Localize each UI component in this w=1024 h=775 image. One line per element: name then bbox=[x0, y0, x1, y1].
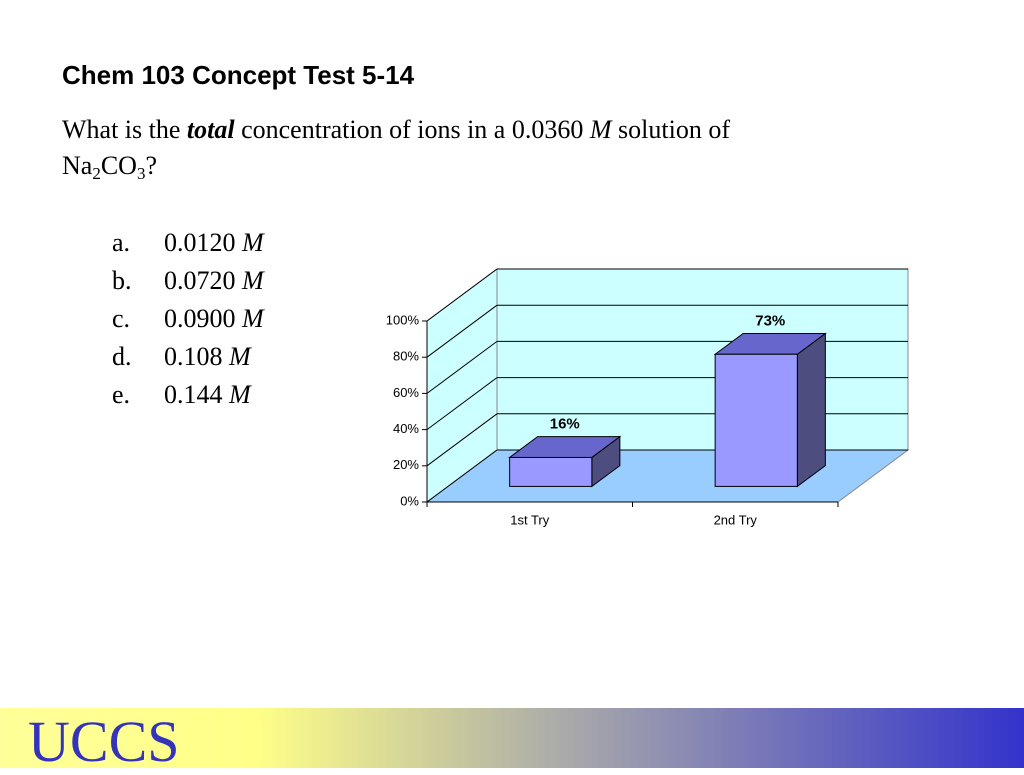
option: b. 0.0720 M bbox=[112, 262, 264, 300]
option: c. 0.0900 M bbox=[112, 300, 264, 338]
unit: M bbox=[242, 304, 264, 333]
formula: Na bbox=[62, 151, 93, 180]
y-tick-label: 20% bbox=[393, 457, 419, 472]
unit: M bbox=[242, 266, 264, 295]
bar bbox=[509, 456, 593, 487]
footer: UCCS bbox=[0, 708, 1024, 774]
formula: ? bbox=[145, 151, 157, 180]
slide-title: Chem 103 Concept Test 5-14 bbox=[62, 60, 415, 90]
option-value: 0.144 bbox=[164, 380, 223, 409]
option-letter: c. bbox=[112, 304, 131, 333]
x-tick-label: 2nd Try bbox=[714, 512, 758, 527]
question-text: solution of bbox=[618, 115, 730, 144]
bar-side bbox=[796, 332, 826, 488]
question-text: What is the bbox=[62, 115, 181, 144]
unit: M bbox=[242, 228, 264, 257]
grid-line bbox=[426, 413, 498, 467]
grid-line bbox=[426, 377, 498, 431]
option-value: 0.0720 bbox=[164, 266, 236, 295]
unit: M bbox=[229, 342, 251, 371]
y-tick-label: 80% bbox=[393, 349, 419, 364]
x-tick-label: 1st Try bbox=[510, 512, 550, 527]
logo: UCCS bbox=[28, 709, 180, 774]
grid-line bbox=[426, 268, 498, 322]
question-emphasis: total bbox=[186, 115, 235, 144]
grid-line bbox=[426, 304, 498, 358]
option: e. 0.144 M bbox=[112, 376, 264, 414]
option-value: 0.108 bbox=[164, 342, 223, 371]
value-label: 73% bbox=[755, 312, 785, 329]
question-text: concentration of ions in a 0.0360 bbox=[241, 115, 584, 144]
unit: M bbox=[589, 115, 612, 144]
option: a. 0.0120 M bbox=[112, 224, 264, 262]
grid-line bbox=[426, 449, 498, 503]
option-letter: a. bbox=[112, 228, 131, 257]
subscript: 2 bbox=[92, 164, 101, 183]
unit: M bbox=[229, 380, 251, 409]
y-tick-label: 60% bbox=[393, 385, 419, 400]
option-letter: e. bbox=[112, 380, 131, 409]
chart: 0% 20% 40% 60% 80% 100% 1st Try 16% 2nd Try 73% bbox=[386, 268, 910, 527]
grid-line bbox=[426, 340, 498, 394]
option-value: 0.0900 bbox=[164, 304, 236, 333]
floor bbox=[425, 449, 910, 503]
option-letter: d. bbox=[112, 342, 132, 371]
option: d. 0.108 M bbox=[112, 338, 264, 376]
option-letter: b. bbox=[112, 266, 132, 295]
option-value: 0.0120 bbox=[164, 228, 236, 257]
question: What is the total concentration of ions … bbox=[62, 112, 892, 184]
subscript: 3 bbox=[136, 164, 146, 183]
y-tick-label: 40% bbox=[393, 421, 419, 436]
value-label: 16% bbox=[550, 416, 580, 433]
y-tick-label: 100% bbox=[386, 312, 420, 327]
formula: CO bbox=[100, 151, 137, 180]
y-tick-label: 0% bbox=[400, 493, 419, 508]
bar bbox=[714, 353, 798, 487]
